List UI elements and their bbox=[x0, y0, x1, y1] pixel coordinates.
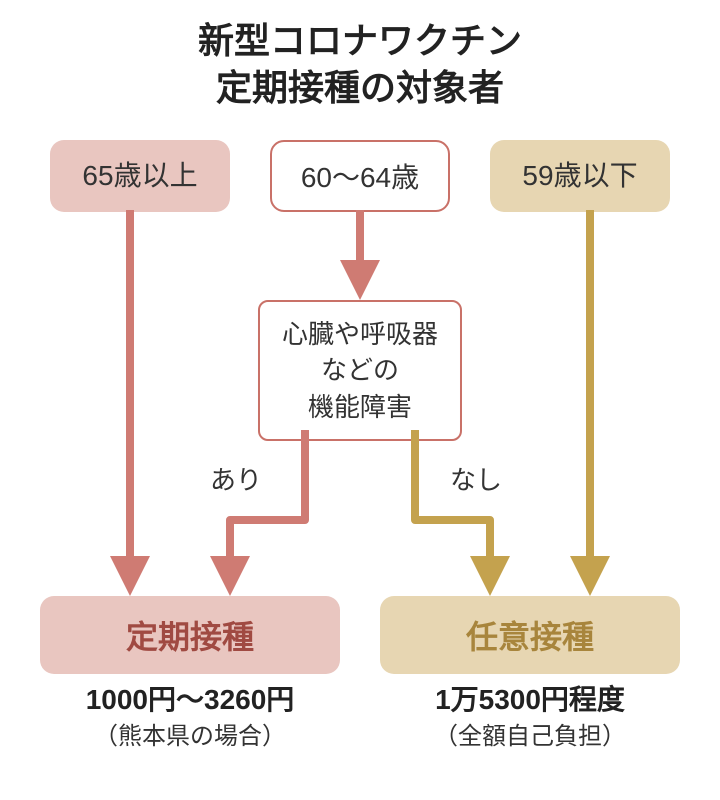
optional-note: （全額自己負担） bbox=[380, 716, 680, 751]
optional-price: 1万5300円程度 bbox=[380, 678, 680, 718]
age-60-64-box: 60～64歳 bbox=[270, 140, 450, 212]
title-line2: 定期接種の対象者 bbox=[0, 65, 720, 112]
age-65plus-box: 65歳以上 bbox=[50, 140, 230, 212]
routine-note: （熊本県の場合） bbox=[40, 716, 340, 751]
condition-box: 心臓や呼吸器 などの 機能障害 bbox=[258, 300, 462, 441]
age-65plus-label: 65歳以上 bbox=[82, 160, 197, 191]
condition-line2: などの bbox=[282, 352, 438, 388]
condition-line3: 機能障害 bbox=[282, 389, 438, 425]
optional-label: 任意接種 bbox=[466, 619, 594, 655]
routine-price: 1000円～3260円 bbox=[40, 678, 340, 718]
routine-vaccination-box: 定期接種 bbox=[40, 596, 340, 674]
branch-yes-label: あり bbox=[210, 460, 262, 497]
branch-no-label: なし bbox=[450, 460, 502, 497]
title-line1: 新型コロナワクチン bbox=[0, 18, 720, 65]
diagram-title: 新型コロナワクチン 定期接種の対象者 bbox=[0, 0, 720, 112]
age-60-64-label: 60～64歳 bbox=[301, 162, 419, 193]
age-59minus-label: 59歳以下 bbox=[522, 160, 637, 191]
age-59minus-box: 59歳以下 bbox=[490, 140, 670, 212]
optional-vaccination-box: 任意接種 bbox=[380, 596, 680, 674]
routine-label: 定期接種 bbox=[126, 619, 254, 655]
age-group-row: 65歳以上 60～64歳 59歳以下 bbox=[0, 140, 720, 212]
condition-line1: 心臓や呼吸器 bbox=[282, 316, 438, 352]
